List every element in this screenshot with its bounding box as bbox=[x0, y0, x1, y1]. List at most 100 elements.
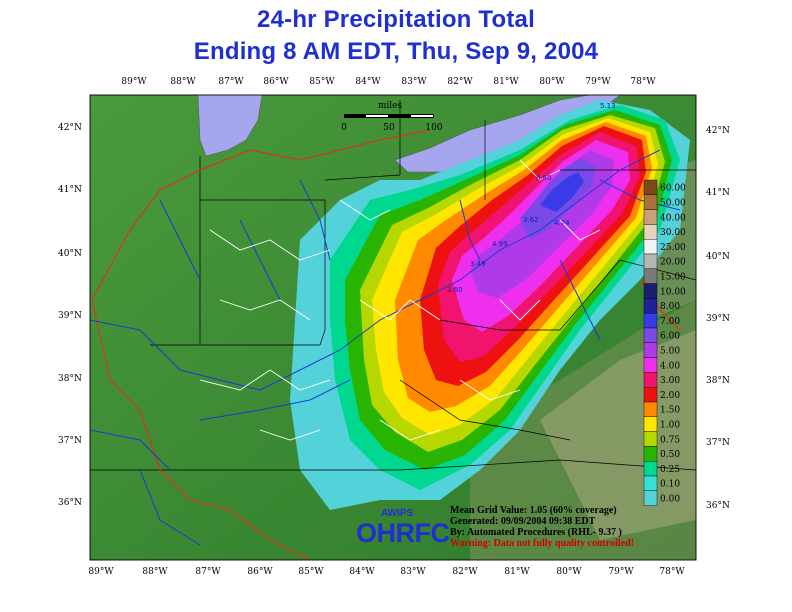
top-lon-label: 79°W bbox=[585, 77, 611, 87]
legend-label: 10.00 bbox=[660, 287, 686, 297]
generated-timestamp: Generated: 09/09/2004 09:38 EDT bbox=[450, 516, 596, 527]
top-lon-label: 89°W bbox=[121, 77, 147, 87]
legend-swatch bbox=[643, 238, 658, 255]
point-value-label: 4.99 bbox=[492, 240, 508, 248]
state-borders bbox=[90, 100, 696, 471]
bottom-longitude-axis: 89°W 88°W 87°W 86°W 85°W 84°W 83°W 82°W … bbox=[88, 567, 685, 577]
legend-swatch bbox=[643, 475, 658, 492]
legend-label: 60.00 bbox=[660, 184, 686, 194]
bottom-lon-label: 79°W bbox=[608, 567, 634, 577]
top-lon-label: 80°W bbox=[539, 77, 565, 87]
bottom-lon-label: 85°W bbox=[298, 567, 324, 577]
mean-grid-value: Mean Grid Value: 1.05 (60% coverage) bbox=[450, 505, 617, 516]
right-lat-label: 41°N bbox=[706, 188, 730, 198]
legend-swatch bbox=[643, 357, 658, 373]
ohrfc-logo: OHRFC bbox=[356, 518, 450, 548]
legend-label: 50.00 bbox=[660, 199, 686, 209]
legend-label: 20.00 bbox=[660, 258, 686, 268]
basin-boundaries bbox=[199, 159, 601, 441]
legend-swatch bbox=[643, 209, 658, 225]
left-lat-label: 42°N bbox=[58, 123, 82, 133]
legend-swatch bbox=[643, 194, 658, 210]
mountain-relief bbox=[470, 300, 696, 560]
point-value-label: 3.62 bbox=[523, 216, 539, 224]
bottom-lon-label: 81°W bbox=[504, 567, 530, 577]
point-value-label: 5.13 bbox=[600, 102, 616, 110]
right-latitude-axis: 42°N 41°N 40°N 39°N 38°N 37°N 36°N bbox=[706, 126, 730, 511]
legend-label: 40.00 bbox=[660, 213, 686, 223]
legend-label: 25.00 bbox=[660, 243, 686, 253]
top-lon-label: 86°W bbox=[263, 77, 289, 87]
point-value-label: 3.60 bbox=[447, 286, 463, 294]
bottom-lon-label: 78°W bbox=[659, 567, 685, 577]
scale-bar: miles 0 50 100 bbox=[341, 101, 443, 133]
legend-swatch bbox=[643, 253, 658, 270]
legend-label: 0.00 bbox=[660, 495, 680, 505]
quality-warning: Warning: Data not fully quality controll… bbox=[450, 538, 634, 549]
top-lon-label: 88°W bbox=[170, 77, 196, 87]
legend-label: 15.00 bbox=[660, 273, 686, 283]
scale-tick-label: 100 bbox=[425, 123, 442, 133]
legend-swatch bbox=[643, 372, 658, 388]
legend-label: 6.00 bbox=[660, 332, 680, 342]
legend-label: 8.00 bbox=[660, 302, 680, 312]
legend-swatch bbox=[643, 179, 658, 196]
bottom-lon-label: 82°W bbox=[452, 567, 478, 577]
bottom-lon-label: 89°W bbox=[88, 567, 114, 577]
legend-label: 7.00 bbox=[660, 317, 680, 327]
top-lon-label: 83°W bbox=[401, 77, 427, 87]
legend-label: 0.50 bbox=[660, 450, 680, 460]
generated-by: By: Automated Procedures (RHL- 9.37 ) bbox=[450, 527, 622, 538]
legend-swatch bbox=[643, 490, 658, 506]
legend-label: 3.00 bbox=[660, 376, 680, 386]
top-lon-label: 78°W bbox=[630, 77, 656, 87]
scale-bar-rule bbox=[344, 114, 434, 118]
right-lat-label: 36°N bbox=[706, 501, 730, 511]
rivers bbox=[90, 149, 681, 546]
right-lat-label: 42°N bbox=[706, 126, 730, 136]
map-subtitle: Ending 8 AM EDT, Thu, Sep 9, 2004 bbox=[193, 38, 599, 65]
right-lat-label: 39°N bbox=[706, 314, 730, 324]
scale-tick-label: 50 bbox=[383, 123, 395, 133]
point-values: 5.13 6.80 4.74 4.99 3.49 3.62 3.60 bbox=[447, 102, 616, 294]
legend-swatch bbox=[643, 416, 658, 432]
top-lon-label: 84°W bbox=[355, 77, 381, 87]
legend-label: 2.00 bbox=[660, 391, 680, 401]
precip-7.00 bbox=[540, 172, 584, 212]
legend-swatch bbox=[643, 387, 658, 403]
left-lat-label: 40°N bbox=[58, 249, 82, 259]
top-lon-label: 87°W bbox=[218, 77, 244, 87]
color-legend: 60.00 50.00 40.00 30.00 25.00 20.00 15.00 10.00… bbox=[643, 179, 686, 506]
left-lat-label: 39°N bbox=[58, 311, 82, 321]
scale-bar-segment bbox=[366, 115, 388, 117]
legend-swatch bbox=[643, 401, 658, 418]
right-lat-label: 40°N bbox=[706, 252, 730, 262]
left-lat-label: 41°N bbox=[58, 185, 82, 195]
bottom-lon-label: 86°W bbox=[247, 567, 273, 577]
legend-swatch bbox=[643, 446, 658, 462]
top-longitude-axis: 89°W 88°W 87°W 86°W 85°W 84°W 83°W 82°W … bbox=[121, 77, 656, 87]
top-lon-label: 82°W bbox=[447, 77, 473, 87]
legend-label: 0.25 bbox=[660, 465, 680, 475]
legend-label: 0.75 bbox=[660, 435, 680, 445]
top-lon-label: 85°W bbox=[309, 77, 335, 87]
legend-swatch bbox=[643, 313, 658, 329]
legend-swatch bbox=[643, 342, 658, 358]
awips-label: AWIPS bbox=[381, 508, 414, 519]
left-lat-label: 38°N bbox=[58, 374, 82, 384]
legend-label: 1.00 bbox=[660, 421, 680, 431]
legend-swatch bbox=[643, 268, 658, 284]
legend-label: 4.00 bbox=[660, 361, 680, 371]
legend-swatch bbox=[643, 327, 658, 344]
scale-bar-title: miles bbox=[378, 101, 403, 111]
map-title: 24-hr Precipitation Total bbox=[257, 6, 535, 33]
top-lon-label: 81°W bbox=[493, 77, 519, 87]
bottom-lon-label: 83°W bbox=[400, 567, 426, 577]
left-lat-label: 36°N bbox=[58, 498, 82, 508]
bottom-lon-label: 88°W bbox=[142, 567, 168, 577]
legend-swatch bbox=[643, 283, 658, 299]
legend-swatch bbox=[643, 298, 658, 314]
legend-label: 1.50 bbox=[660, 406, 680, 416]
legend-label: 30.00 bbox=[660, 228, 686, 238]
